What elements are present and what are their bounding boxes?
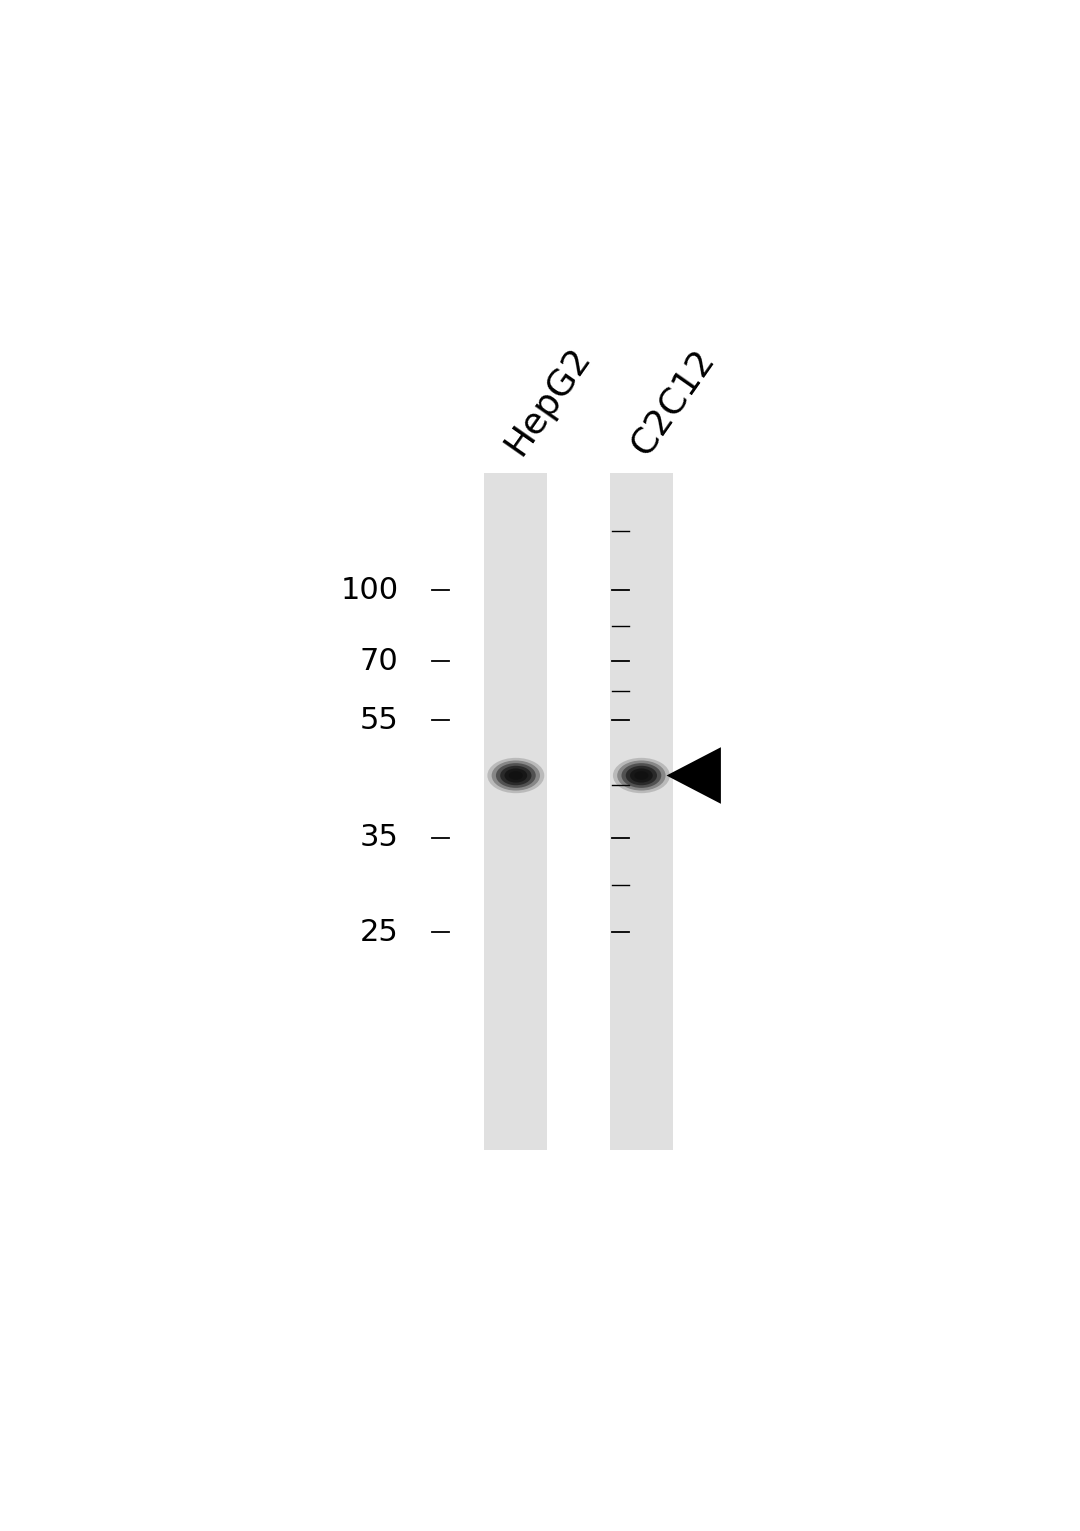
Ellipse shape: [637, 773, 646, 778]
Ellipse shape: [613, 758, 670, 793]
Ellipse shape: [621, 762, 661, 788]
Ellipse shape: [630, 769, 652, 782]
Bar: [610, 473, 673, 1150]
Text: 100: 100: [340, 576, 399, 605]
Ellipse shape: [487, 758, 544, 793]
Polygon shape: [666, 747, 721, 804]
Text: HepG2: HepG2: [499, 340, 597, 461]
Ellipse shape: [491, 761, 540, 790]
Ellipse shape: [500, 766, 531, 785]
Ellipse shape: [625, 766, 657, 785]
Text: 35: 35: [360, 824, 399, 853]
Ellipse shape: [512, 773, 521, 778]
Ellipse shape: [634, 772, 648, 779]
Ellipse shape: [509, 772, 523, 779]
Text: 25: 25: [360, 917, 399, 946]
Text: 70: 70: [360, 646, 399, 675]
Ellipse shape: [617, 761, 665, 790]
Text: 55: 55: [360, 706, 399, 735]
Ellipse shape: [504, 769, 527, 782]
Text: C2C12: C2C12: [624, 343, 721, 461]
Bar: [485, 473, 548, 1150]
Ellipse shape: [496, 762, 536, 788]
